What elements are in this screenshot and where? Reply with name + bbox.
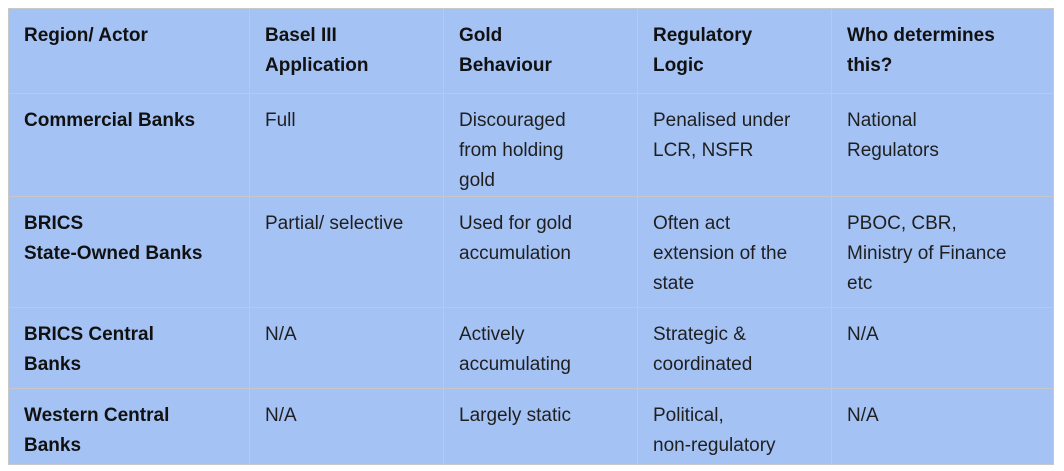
cell-text: Behaviour (459, 55, 552, 76)
table-cell: Discouraged from holding gold (443, 93, 638, 197)
cell-text: State-Owned Banks (24, 243, 203, 264)
cell-text: Western Central (24, 405, 170, 426)
table-cell: Largely static (443, 388, 638, 465)
cell-text: BRICS (24, 213, 84, 234)
cell-text: Often act (653, 213, 731, 234)
cell-text: accumulation (459, 243, 571, 264)
cell-text: Largely static (459, 405, 571, 426)
table-row: Commercial Banks Full Discouraged from hold… (8, 93, 1054, 197)
header-cell: Gold Behaviour (443, 8, 638, 94)
table-row: BRICS State-Owned Banks Partial/ selective… (8, 196, 1054, 308)
cell-text: Regulators (847, 140, 939, 161)
header-cell: Who determines this? (831, 8, 1054, 94)
cell-text: LCR, NSFR (653, 140, 754, 161)
table-row: Western Central Banks N/A Largely static Pol… (8, 388, 1054, 465)
cell-text: Logic (653, 55, 704, 76)
cell-text: Partial/ selective (265, 213, 404, 234)
table-cell: Strategic & coordinated (637, 307, 832, 389)
table-cell: N/A (831, 388, 1054, 465)
table-cell: Political, non-regulatory (637, 388, 832, 465)
table-body: Region/ Actor Basel III Application Gold Beh… (8, 8, 1054, 465)
cell-text: gold (459, 170, 495, 191)
cell-text: non-regulatory (653, 435, 776, 456)
header-cell: Region/ Actor (8, 8, 250, 94)
table-cell: Western Central Banks (8, 388, 250, 465)
cell-text: Gold (459, 25, 503, 46)
table-cell: N/A (249, 388, 444, 465)
cell-text: Region/ Actor (24, 25, 148, 46)
header-cell: Regulatory Logic (637, 8, 832, 94)
cell-text: this? (847, 55, 893, 76)
cell-text: Commercial Banks (24, 110, 196, 131)
cell-text: Actively (459, 324, 525, 345)
cell-text: Basel III (265, 25, 337, 46)
cell-text: N/A (847, 405, 879, 426)
cell-text: Penalised under (653, 110, 791, 131)
cell-text: N/A (265, 405, 297, 426)
cell-text: Banks (24, 354, 82, 375)
table-cell: Used for gold accumulation (443, 196, 638, 308)
cell-text: Who determines (847, 25, 995, 46)
cell-text: from holding (459, 140, 564, 161)
cell-text: N/A (265, 324, 297, 345)
cell-text: Ministry of Finance (847, 243, 1007, 264)
table-cell: Often act extension of the state (637, 196, 832, 308)
table: Region/ Actor Basel III Application Gold Beh… (8, 8, 1054, 465)
table-cell: BRICS Central Banks (8, 307, 250, 389)
cell-text: Strategic & (653, 324, 746, 345)
cell-text: etc (847, 273, 873, 294)
table-cell: National Regulators (831, 93, 1054, 197)
table-row: BRICS Central Banks N/A Actively accumulatin… (8, 307, 1054, 389)
table-cell: Full (249, 93, 444, 197)
cell-text: coordinated (653, 354, 753, 375)
cell-text: Banks (24, 435, 82, 456)
header-cell: Basel III Application (249, 8, 444, 94)
cell-text: extension of the (653, 243, 788, 264)
cell-text: accumulating (459, 354, 571, 375)
table-cell: N/A (249, 307, 444, 389)
cell-text: state (653, 273, 695, 294)
cell-text: Used for gold (459, 213, 573, 234)
cell-text: Political, (653, 405, 724, 426)
header-row: Region/ Actor Basel III Application Gold Beh… (8, 8, 1054, 94)
cell-text: Full (265, 110, 296, 131)
cell-text: Regulatory (653, 25, 753, 46)
table-cell: Actively accumulating (443, 307, 638, 389)
table-cell: N/A (831, 307, 1054, 389)
table-cell: Commercial Banks (8, 93, 250, 197)
cell-text: PBOC, CBR, (847, 213, 957, 234)
table-cell: Partial/ selective (249, 196, 444, 308)
cell-text: National (847, 110, 917, 131)
table-cell: BRICS State-Owned Banks (8, 196, 250, 308)
table-cell: Penalised under LCR, NSFR (637, 93, 832, 197)
cell-text: BRICS Central (24, 324, 154, 345)
cell-text: Discouraged (459, 110, 566, 131)
cell-text: Application (265, 55, 369, 76)
cell-text: N/A (847, 324, 879, 345)
table-cell: PBOC, CBR, Ministry of Finance etc (831, 196, 1054, 308)
